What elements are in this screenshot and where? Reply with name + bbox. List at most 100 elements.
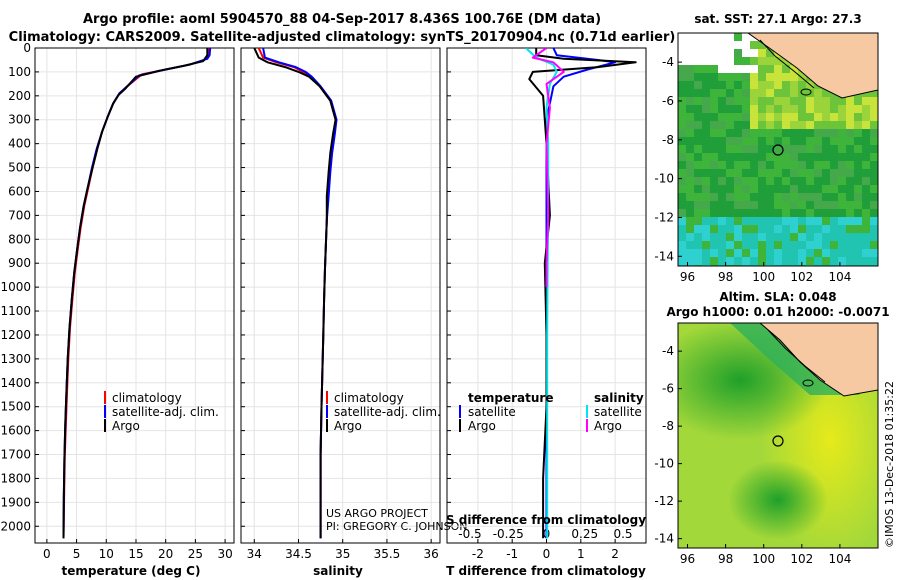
sst-cell <box>758 193 766 201</box>
sst-cell <box>718 201 726 209</box>
sst-cell <box>718 129 726 137</box>
sst-cell <box>870 89 878 97</box>
sst-cell <box>750 73 758 81</box>
sst-cell <box>734 233 742 241</box>
sst-cell <box>710 105 718 113</box>
sst-cell <box>790 249 798 257</box>
sst-cell <box>686 193 694 201</box>
sst-cell <box>678 201 686 209</box>
sst-cell <box>702 225 710 233</box>
legend-label-climatology: climatology <box>334 391 404 405</box>
sst-cell <box>750 129 758 137</box>
sst-cell <box>742 113 750 121</box>
sla-map-subtitle: Argo h1000: 0.01 h2000: -0.0071 <box>666 305 889 319</box>
sst-cell <box>798 129 806 137</box>
series-line-satellite-adj-clim- <box>262 48 338 539</box>
legend-label-s-argo: Argo <box>594 419 622 433</box>
sst-cell <box>686 225 694 233</box>
sst-cell <box>870 169 878 177</box>
y-tick-label: 1400 <box>0 376 31 390</box>
sst-cell <box>830 105 838 113</box>
sst-cell <box>702 249 710 257</box>
sst-cell <box>870 241 878 249</box>
sst-cell <box>734 217 742 225</box>
sst-cell <box>790 185 798 193</box>
sst-cell <box>734 121 742 129</box>
sst-cell <box>854 209 862 217</box>
sst-cell <box>862 153 870 161</box>
sst-cell <box>782 129 790 137</box>
sst-cell <box>862 233 870 241</box>
sst-cell <box>718 105 726 113</box>
sst-cell <box>838 177 846 185</box>
sst-cell <box>766 137 774 145</box>
sst-cell <box>758 89 766 97</box>
sst-cell <box>870 249 878 257</box>
sst-cell <box>766 129 774 137</box>
y-tick-label: 800 <box>8 232 31 246</box>
sst-cell <box>742 81 750 89</box>
sst-cell <box>774 185 782 193</box>
sst-cell <box>806 217 814 225</box>
sst-cell <box>694 81 702 89</box>
sst-cell <box>734 257 742 265</box>
sst-cell <box>846 137 854 145</box>
sst-cell <box>814 209 822 217</box>
x-tick-label: 35.5 <box>374 547 401 561</box>
sst-cell <box>710 137 718 145</box>
sst-cell <box>710 145 718 153</box>
sst-cell <box>766 225 774 233</box>
y-tick-label: 1900 <box>0 495 31 509</box>
sst-cell <box>726 169 734 177</box>
sst-cell <box>734 129 742 137</box>
sst-cell <box>742 201 750 209</box>
sst-cell <box>846 177 854 185</box>
sst-cell <box>750 217 758 225</box>
sst-cell <box>750 249 758 257</box>
sst-cell <box>734 49 742 57</box>
sst-cell <box>798 121 806 129</box>
y-tick-label: 1600 <box>0 424 31 438</box>
sst-cell <box>822 193 830 201</box>
x-tick-label: 2 <box>611 547 619 561</box>
map-y-tick-label: -6 <box>662 94 674 108</box>
sst-cell <box>702 153 710 161</box>
sst-cell <box>726 257 734 265</box>
x-tick-label: 36 <box>424 547 439 561</box>
sst-cell <box>686 65 694 73</box>
sst-cell <box>822 201 830 209</box>
sst-cell <box>830 121 838 129</box>
sst-cell <box>870 233 878 241</box>
sst-cell <box>790 153 798 161</box>
sst-cell <box>838 137 846 145</box>
sst-cell <box>782 249 790 257</box>
sst-cell <box>790 145 798 153</box>
map-y-tick-label: -12 <box>654 210 674 224</box>
sst-cell <box>838 97 846 105</box>
sst-cell <box>702 161 710 169</box>
sst-map-frame <box>677 32 879 267</box>
sst-cell <box>838 185 846 193</box>
sst-cell <box>718 249 726 257</box>
sst-cell <box>782 201 790 209</box>
sst-cell <box>750 169 758 177</box>
sst-cell <box>726 225 734 233</box>
map-y-tick-label: -8 <box>662 419 674 433</box>
sst-cell <box>838 233 846 241</box>
sst-cell <box>822 209 830 217</box>
sst-cell <box>790 209 798 217</box>
sst-cell <box>854 177 862 185</box>
sst-cell <box>846 121 854 129</box>
sst-cell <box>806 169 814 177</box>
sst-cell <box>870 129 878 137</box>
sst-cell <box>750 233 758 241</box>
sst-cell <box>702 65 710 73</box>
sst-cell <box>862 121 870 129</box>
sst-cell <box>758 201 766 209</box>
sst-cell <box>710 89 718 97</box>
sst-cell <box>726 113 734 121</box>
sst-cell <box>766 201 774 209</box>
sst-cell <box>758 241 766 249</box>
sst-cell <box>822 137 830 145</box>
sst-cell <box>854 217 862 225</box>
